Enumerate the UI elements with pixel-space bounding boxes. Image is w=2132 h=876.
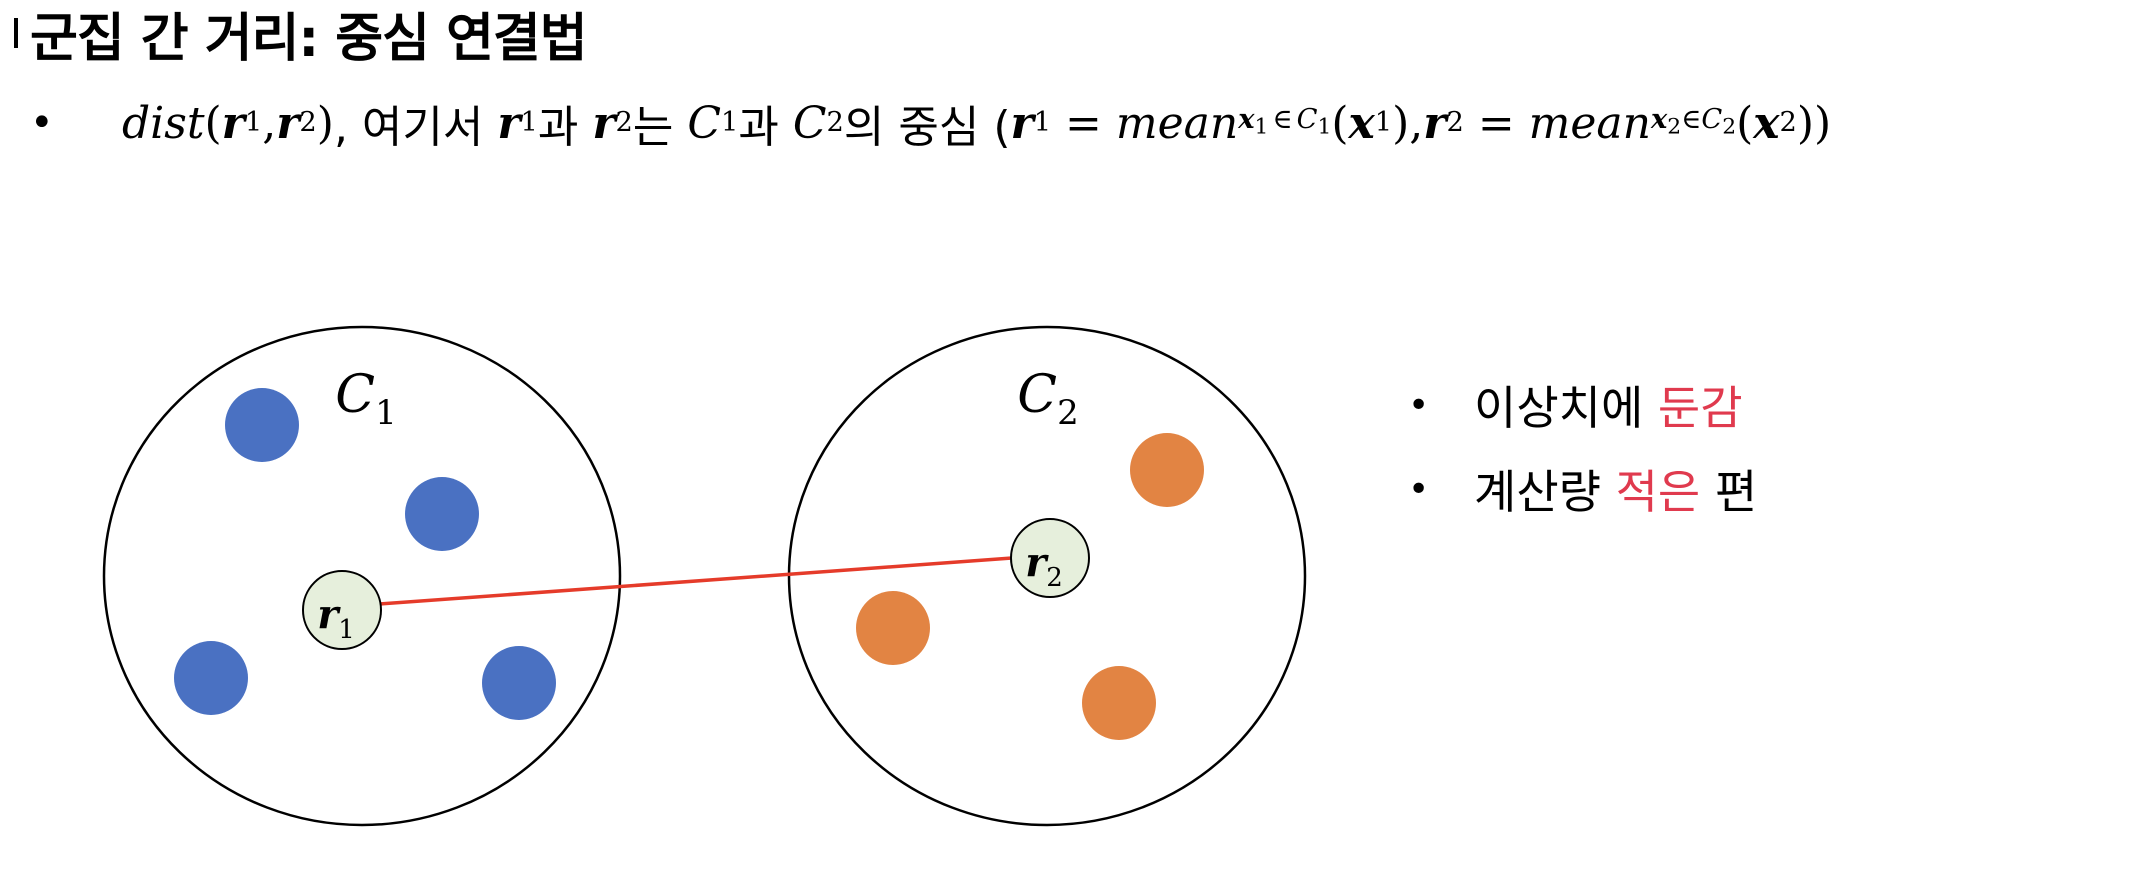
centroid2-label: r2 <box>1025 539 1063 593</box>
bullet-icon: • <box>1408 384 1430 426</box>
cluster2-point <box>856 591 930 665</box>
note-item: • 계산량 적은 편 <box>1408 454 1757 524</box>
page-title: 군집 간 거리: 중심 연결법 <box>14 0 588 69</box>
cluster2-label: C2 <box>1017 365 1078 433</box>
note-item: • 이상치에 둔감 <box>1408 370 1757 440</box>
centroid-link-line <box>379 556 1013 606</box>
notes-list: • 이상치에 둔감 • 계산량 적은 편 <box>1408 370 1757 538</box>
cluster1-point <box>405 477 479 551</box>
cluster1-point <box>225 388 299 462</box>
note-highlight: 둔감 <box>1657 381 1743 435</box>
formula-center-text: 의 중심 ( <box>843 102 1011 153</box>
cluster2-point <box>1082 666 1156 740</box>
bullet-icon: • <box>30 100 54 146</box>
title-text: 군집 간 거리: 중심 연결법 <box>30 8 588 69</box>
cluster2-boundary <box>787 325 1307 827</box>
cluster1-label: C1 <box>335 365 396 433</box>
cluster1-boundary <box>102 325 622 827</box>
centroid1-label: r1 <box>317 591 355 645</box>
centroid2-marker <box>1010 518 1090 598</box>
formula-mean-2: mean <box>1528 97 1652 149</box>
formula-where-text: , 여기서 <box>333 102 498 153</box>
cluster1-point <box>482 646 556 720</box>
bullet-icon: • <box>1408 468 1430 510</box>
formula-mean-1: mean <box>1115 97 1239 149</box>
note-highlight: 적은 <box>1615 465 1701 519</box>
title-bar-marker <box>14 18 18 48</box>
formula-dist: dist <box>122 97 205 149</box>
cluster2-point <box>1130 433 1204 507</box>
cluster1-point <box>174 641 248 715</box>
centroid1-marker <box>302 570 382 650</box>
